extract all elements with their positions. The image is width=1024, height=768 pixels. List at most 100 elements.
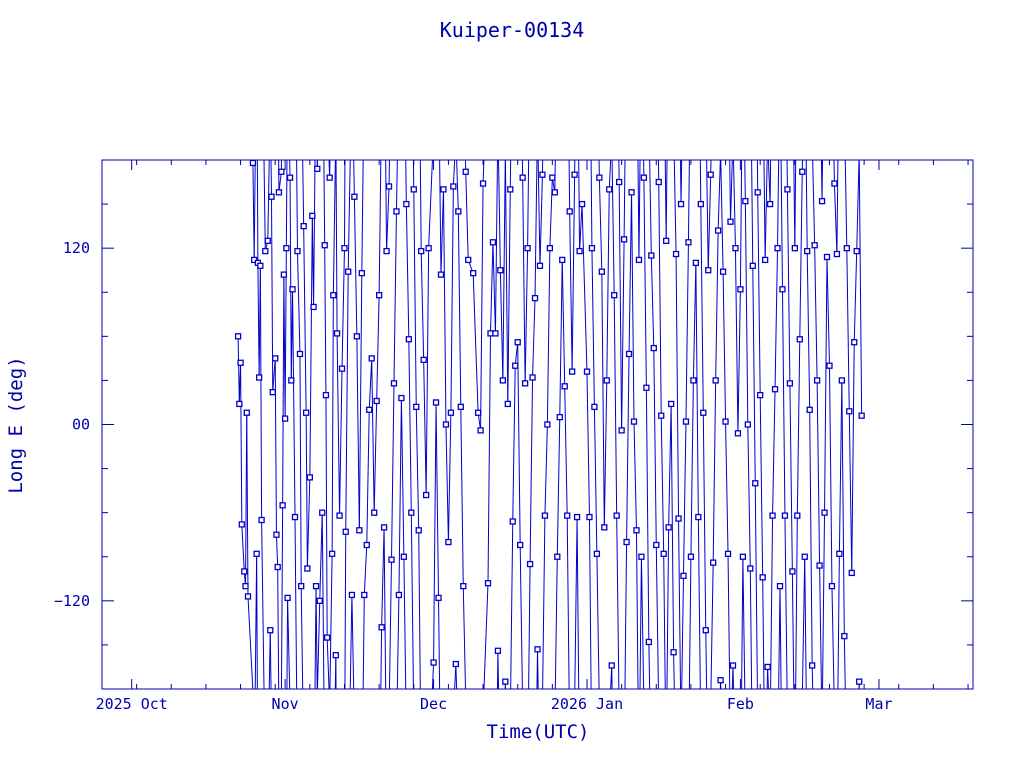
- data-point: [826, 362, 833, 369]
- series-segment: [447, 412, 452, 543]
- series-segment: [483, 583, 489, 690]
- series-segment: [326, 637, 330, 690]
- series-segment: [263, 159, 266, 252]
- data-point: [665, 524, 672, 531]
- data-point: [393, 208, 400, 215]
- series-segment: [302, 159, 305, 227]
- data-point: [321, 242, 328, 249]
- series-segment: [331, 295, 334, 554]
- data-point: [816, 562, 823, 569]
- series-segment: [591, 248, 595, 407]
- series-segment: [349, 594, 353, 690]
- data-point: [430, 659, 437, 666]
- data-point: [707, 171, 714, 178]
- series-segment: [482, 159, 485, 184]
- series-segment: [329, 553, 333, 690]
- series-segment: [770, 515, 774, 690]
- data-point: [635, 256, 643, 264]
- data-point: [578, 200, 586, 208]
- series-segment: [353, 196, 358, 337]
- series-segment: [544, 424, 548, 516]
- data-point: [253, 550, 260, 557]
- data-point: [573, 513, 581, 521]
- series-segment: [579, 204, 583, 252]
- data-point: [559, 256, 566, 264]
- data-point: [244, 593, 252, 600]
- data-point: [593, 550, 601, 557]
- data-point: [418, 247, 425, 255]
- data-point: [405, 336, 412, 343]
- data-point: [526, 560, 534, 568]
- data-point: [554, 553, 561, 560]
- series-segment: [408, 339, 412, 513]
- data-point: [616, 178, 623, 186]
- data-point: [603, 377, 610, 384]
- data-point: [628, 189, 635, 196]
- series-segment: [237, 336, 240, 404]
- data-point: [598, 268, 605, 275]
- data-point: [437, 271, 445, 278]
- series-segment: [442, 189, 447, 425]
- series-segment: [450, 186, 454, 413]
- series-segment: [705, 630, 708, 690]
- data-point: [423, 491, 430, 499]
- series-segment: [811, 665, 814, 690]
- data-point: [330, 292, 337, 299]
- series-segment: [289, 177, 292, 381]
- series-segment: [423, 359, 427, 496]
- series-segment: [456, 159, 459, 212]
- data-point: [650, 344, 657, 352]
- series-segment: [681, 575, 684, 690]
- series-segment: [812, 159, 816, 246]
- data-point: [596, 174, 603, 181]
- series-segment: [351, 594, 355, 690]
- data-point: [823, 253, 831, 261]
- ticks-layer: 2025 Oct Nov Dec 2026 Jan Feb Mar 120 00 −120: [54, 160, 973, 713]
- series-segment: [381, 527, 385, 628]
- series-segment: [822, 512, 826, 690]
- data-point: [514, 339, 521, 346]
- data-point: [705, 267, 712, 274]
- series-segment: [747, 424, 751, 569]
- data-point: [465, 256, 472, 264]
- series-segment: [296, 251, 301, 354]
- series-segment: [633, 421, 637, 531]
- data-point: [712, 377, 719, 384]
- y-axis-label: Long E (deg): [5, 356, 27, 493]
- data-point: [791, 245, 798, 252]
- data-point: [494, 647, 502, 654]
- data-point: [507, 186, 514, 193]
- series-segment: [347, 159, 351, 272]
- series-segment: [712, 380, 717, 563]
- data-point: [749, 262, 756, 269]
- series-segment: [321, 512, 325, 690]
- series-segment: [707, 174, 712, 271]
- series-segment: [586, 371, 590, 518]
- series-segment: [400, 398, 405, 557]
- data-point: [717, 677, 724, 684]
- data-point: [351, 193, 358, 200]
- series-segment: [433, 402, 437, 663]
- series-segment: [702, 412, 707, 631]
- data-point: [512, 362, 519, 369]
- series-segment: [246, 412, 249, 597]
- data-point: [838, 377, 846, 384]
- series-segment: [472, 273, 479, 413]
- data-point: [601, 524, 608, 531]
- data-point: [296, 350, 304, 358]
- series-segment: [640, 556, 645, 690]
- series-segment: [581, 204, 588, 372]
- data-point: [375, 292, 383, 299]
- series-segment: [754, 483, 758, 690]
- series-segment: [522, 177, 526, 384]
- series-segment: [596, 553, 600, 690]
- data-point: [435, 594, 442, 602]
- data-point: [744, 421, 751, 428]
- data-point: [286, 174, 294, 181]
- series-segment: [616, 515, 620, 690]
- series-segment: [256, 553, 258, 690]
- series-segment: [809, 409, 813, 666]
- series-segment: [653, 348, 657, 546]
- series-segment: [261, 520, 265, 690]
